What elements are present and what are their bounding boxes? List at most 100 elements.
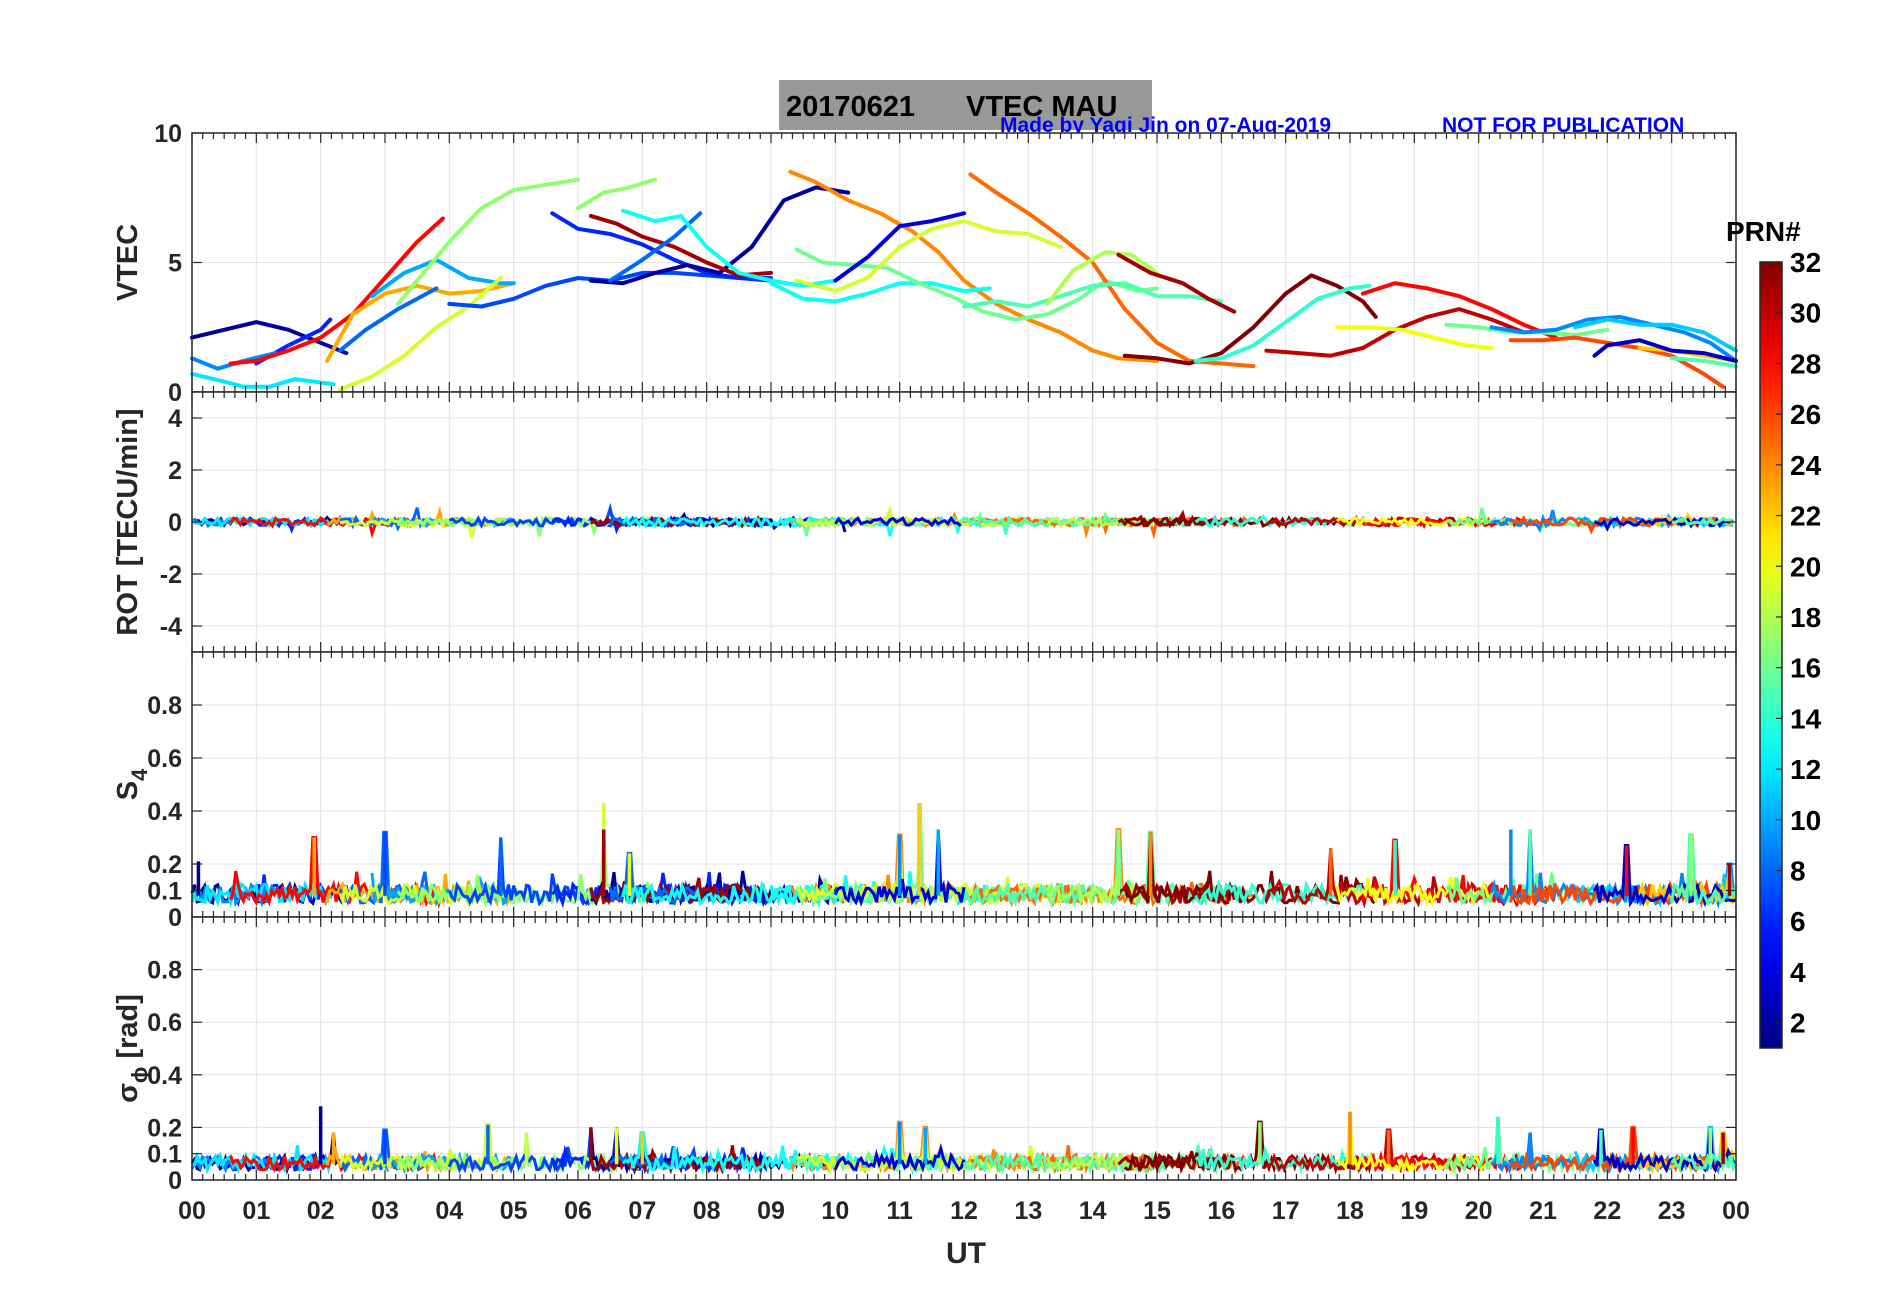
x-tick-label: 13 [1014,1197,1042,1225]
y-tick-label: 10 [154,120,182,148]
vtec-line-prn-9 [1489,314,1738,363]
x-tick-label: 03 [371,1197,399,1225]
colorbar-gradient [1759,261,1783,1049]
colorbar-tick-label: 16 [1790,653,1821,684]
vtec-line-prn-32 [1122,273,1378,366]
colorbar-tick-label: 12 [1790,754,1821,785]
x-tick-label: 20 [1465,1197,1493,1225]
y-tick-label: 2 [168,457,182,485]
x-tick-label: 12 [950,1197,978,1225]
vtec-line-prn-15 [962,281,1224,309]
vtec-line-prn-23 [325,281,516,363]
panel-3: 00.10.2 0.4 0.6 0.8 S4 [112,651,1738,932]
vtec-line-prn-14 [1193,283,1372,363]
vtec-line-prn-17 [395,177,580,306]
sigma-phi-line-prn-31 [589,1145,773,1175]
vtec-line-prn-20 [1335,325,1494,350]
x-tick-label: 02 [307,1197,335,1225]
ylabel-rest: [rad] [112,994,144,1067]
x-tick-label: 14 [1079,1197,1107,1225]
title-box: 20170621 VTEC MAU [779,80,1152,130]
panel-4-ylabel: σϕ [rad] [112,994,152,1103]
colorbar-title: PRN# [1726,216,1801,247]
panel-1: 0 5 10 VTEC [112,120,1738,407]
vtec-line-prn-31 [588,213,773,278]
vtec-line-prn-26 [1508,335,1726,389]
rot-line-prn-8 [339,507,437,532]
vtec-line-prn-28 [228,216,445,366]
vtec-line-prn-11 [1573,317,1738,353]
y-tick-label: 0.4 [147,798,182,826]
ylabel-main: VTEC [112,224,144,301]
ylabel-subscript: 4 [127,768,152,781]
rot-line-prn-15 [1671,515,1734,527]
x-tick-label: 16 [1207,1197,1235,1225]
ylabel-subscript: ϕ [127,1067,152,1084]
vtec-line-prn-15 [1669,356,1738,369]
x-tick-label: 09 [757,1197,785,1225]
sigma-phi-line-prn-15 [1670,1152,1738,1173]
s4-line-prn-15 [1670,833,1738,907]
colorbar-tick-label: 26 [1790,399,1821,430]
title-date: 20170621 [786,91,915,123]
x-tick-label: 11 [886,1197,913,1225]
colorbar-tick-label: 24 [1790,450,1822,481]
colorbar-tick-label: 18 [1790,602,1821,633]
y-tick-label: 5 [168,250,182,278]
x-tick-label: 04 [435,1197,463,1225]
y-tick-label: 0.6 [147,1009,182,1037]
x-axis-label: UT [946,1237,986,1270]
x-axis: UT 00 01 02 03 04 05 06 07 08 09 10 11 12 13 14 15 16 17 1… [178,1197,1750,1270]
x-tick-label: 06 [564,1197,592,1225]
x-tick-label: 19 [1400,1197,1428,1225]
colorbar-tick-label: 20 [1790,551,1821,582]
credit-notice: NOT FOR PUBLICATION [1442,114,1684,137]
y-tick-label: -2 [160,561,182,589]
colorbar-tick-label: 6 [1790,906,1806,937]
x-tick-label: 00 [1722,1197,1750,1225]
y-tick-label: 0 [168,1167,182,1195]
y-tick-label: 0.8 [147,957,182,985]
s4-line-prn-4 [833,829,966,907]
y-tick-label: 0.8 [147,692,182,720]
rot-line-prn-20 [1336,515,1490,529]
panel-data [190,1106,1738,1176]
panel-3-ylabel: S4 [112,768,152,800]
vtec-line-prn-10 [370,257,516,299]
colorbar-tick-label: 2 [1790,1008,1806,1039]
vtec-line-prn-8 [338,286,439,353]
panel-4: 00.10.2 0.4 0.6 0.8 σϕ [rad] [112,916,1738,1195]
vtec-line-prn-13 [769,281,992,304]
s4-line-prn-32 [1123,832,1376,906]
colorbar-tick-label: 30 [1790,298,1821,329]
x-tick-label: 18 [1336,1197,1364,1225]
x-tick-label: 08 [693,1197,721,1225]
x-tick-label: 23 [1658,1197,1686,1225]
colorbar-tick-label: 32 [1790,247,1821,278]
x-tick-label: 01 [242,1197,270,1225]
vtec-line-prn-13 [621,208,838,288]
ylabel-main: σ [112,1083,144,1103]
colorbar-tick-label: 22 [1790,501,1821,532]
y-tick-label: 0 [168,379,182,407]
vtec-line-prn-18 [1045,250,1159,306]
x-tick-label: 22 [1593,1197,1621,1225]
colorbar-tick-label: 10 [1790,805,1821,836]
colorbar-tick-label: 4 [1790,957,1806,988]
x-tick-label: 17 [1272,1197,1300,1225]
x-tick-label: 21 [1529,1197,1557,1225]
credit-made-by: Made by Yaqi Jin on 07-Aug-2019 [1000,114,1331,137]
y-tick-label: -4 [160,613,182,641]
x-tick-label: 00 [178,1197,206,1225]
vtec-line-prn-2 [190,320,349,356]
vtec-line-prn-28 [1360,281,1558,340]
x-tick-label: 05 [500,1197,528,1225]
rot-line-prn-4 [834,515,962,528]
panel-2: -4 -2 0 2 4 ROT [TECU/min] [112,391,1737,653]
y-tick-label: 0 [168,509,182,537]
rot-line-prn-3 [1593,516,1734,532]
vtec-line-prn-2 [588,185,851,286]
vtec-line-prn-19 [338,276,503,392]
